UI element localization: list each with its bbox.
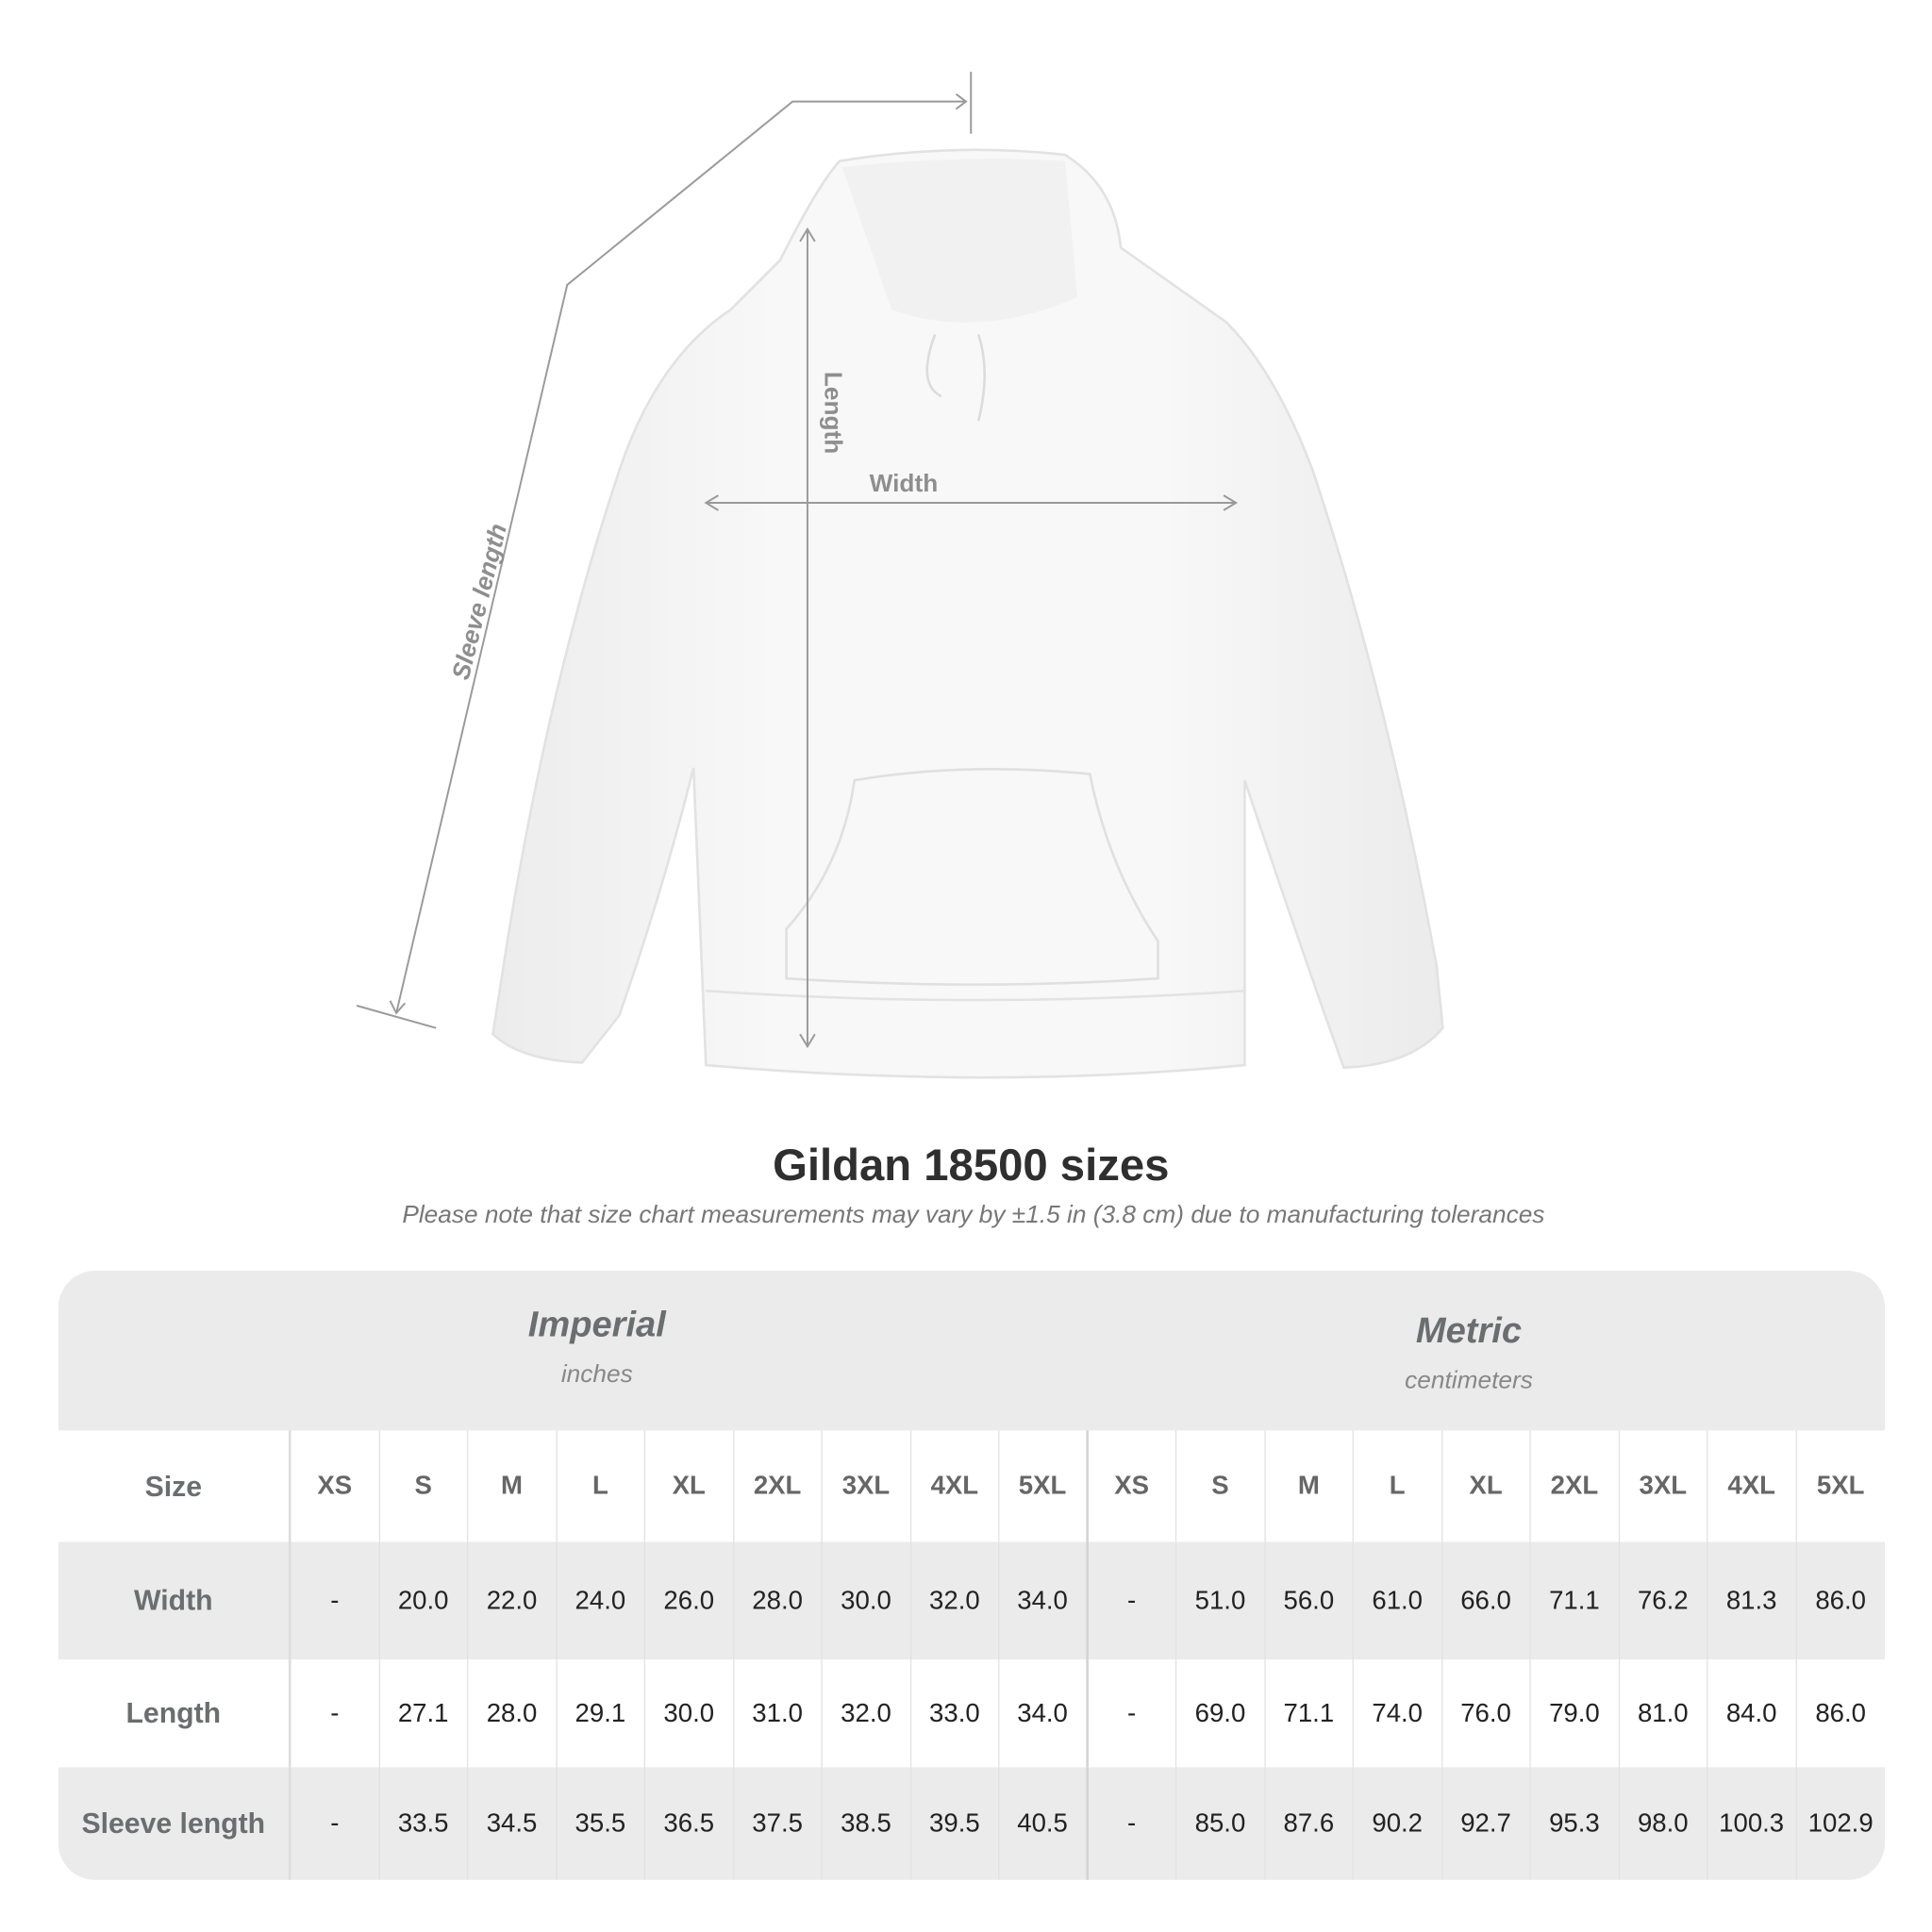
value-cell: 95.3 bbox=[1531, 1767, 1620, 1880]
hoodie-image bbox=[491, 148, 1444, 1079]
value-cell: - bbox=[291, 1659, 380, 1768]
size-cell: L bbox=[557, 1430, 645, 1542]
value-cell: 40.5 bbox=[999, 1767, 1089, 1880]
value-cell: 30.0 bbox=[823, 1541, 911, 1660]
value-cell: 71.1 bbox=[1265, 1659, 1354, 1768]
value-cell: - bbox=[1088, 1767, 1177, 1880]
size-cell: 5XL bbox=[999, 1430, 1089, 1542]
value-cell: 27.1 bbox=[379, 1659, 469, 1768]
value-cell: 38.5 bbox=[823, 1767, 911, 1880]
value-cell: 86.0 bbox=[1815, 1698, 1867, 1727]
size-cell: 2XL bbox=[1531, 1430, 1620, 1542]
value-cell: 87.6 bbox=[1265, 1767, 1354, 1880]
value-cell: 33.5 bbox=[379, 1767, 469, 1880]
measurement-lines bbox=[356, 72, 1239, 1049]
size-cell: 4XL bbox=[911, 1430, 1000, 1542]
size-table: Imperial inches Metric centimeters Size X… bbox=[58, 1270, 1886, 1880]
value-cell: - bbox=[1088, 1659, 1177, 1768]
imperial-unit: inches bbox=[560, 1360, 633, 1389]
size-cell: L bbox=[1354, 1430, 1442, 1542]
row-label: Size bbox=[58, 1430, 291, 1542]
value-cell: 102.9 bbox=[1807, 1808, 1874, 1838]
metric-header: Metric centimeters bbox=[1345, 1311, 1593, 1395]
length-label: Length bbox=[819, 372, 847, 454]
value-cell: 20.0 bbox=[379, 1541, 469, 1660]
value-cell: 90.2 bbox=[1354, 1767, 1442, 1880]
value-cell: 39.5 bbox=[911, 1767, 1000, 1880]
value-cell: - bbox=[1088, 1541, 1177, 1660]
row-label: Sleeve length bbox=[58, 1767, 291, 1880]
imperial-header: Imperial inches bbox=[473, 1306, 721, 1390]
page-title: Gildan 18500 sizes bbox=[773, 1139, 1170, 1191]
value-cell: 34.0 bbox=[999, 1541, 1089, 1660]
value-cell: 35.5 bbox=[557, 1767, 645, 1880]
row-label: Width bbox=[58, 1541, 291, 1660]
value-cell: 28.0 bbox=[468, 1659, 558, 1768]
value-cell: 30.0 bbox=[645, 1659, 734, 1768]
tolerance-note: Please note that size chart measurements… bbox=[402, 1201, 1545, 1229]
size-cell: XS bbox=[1088, 1430, 1177, 1542]
row-label: Length bbox=[58, 1659, 291, 1768]
width-label: Width bbox=[870, 469, 939, 497]
size-cell: 2XL bbox=[734, 1430, 823, 1542]
size-cell: M bbox=[468, 1430, 558, 1542]
value-cell: 66.0 bbox=[1442, 1541, 1531, 1660]
table-row: Length -27.1 28.0 29.1 30.0 31.0 32.0 33.0 34.0-… bbox=[58, 1659, 1885, 1768]
value-cell: 37.5 bbox=[734, 1767, 823, 1880]
metric-unit: centimeters bbox=[1405, 1367, 1533, 1395]
value-cell: 92.7 bbox=[1442, 1767, 1531, 1880]
value-cell: 33.0 bbox=[911, 1659, 1000, 1768]
value-cell: 71.1 bbox=[1531, 1541, 1620, 1660]
imperial-title: Imperial bbox=[527, 1305, 666, 1345]
value-cell: 79.0 bbox=[1531, 1659, 1620, 1768]
hoodie-diagram: Sleeve length Length Width bbox=[356, 72, 1444, 1079]
value-cell: 29.1 bbox=[557, 1659, 645, 1768]
value-cell: 74.0 bbox=[1354, 1659, 1442, 1768]
sleeve-length-label: Sleeve length bbox=[446, 521, 512, 682]
value-cell: 28.0 bbox=[734, 1541, 823, 1660]
value-cell: 34.5 bbox=[468, 1767, 558, 1880]
value-cell: 31.0 bbox=[734, 1659, 823, 1768]
size-cell: XL bbox=[645, 1430, 734, 1542]
table-row: Width -20.0 22.0 24.0 26.0 28.0 30.0 32.0 34.0-5… bbox=[58, 1541, 1886, 1660]
value-cell: 69.0 bbox=[1176, 1659, 1266, 1768]
size-cell: 4XL bbox=[1707, 1430, 1797, 1542]
value-cell: 51.0 bbox=[1176, 1541, 1266, 1660]
size-cell: 5XL bbox=[1816, 1471, 1865, 1500]
value-cell: 81.3 bbox=[1707, 1541, 1797, 1660]
value-cell: 61.0 bbox=[1354, 1541, 1442, 1660]
value-cell: 22.0 bbox=[468, 1541, 558, 1660]
unit-header bbox=[58, 1270, 1886, 1431]
value-cell: 85.0 bbox=[1176, 1767, 1266, 1880]
value-cell: 36.5 bbox=[645, 1767, 734, 1880]
size-cell: XL bbox=[1442, 1430, 1531, 1542]
size-cell: 3XL bbox=[1620, 1430, 1708, 1542]
value-cell: 34.0 bbox=[999, 1659, 1089, 1768]
value-cell: 98.0 bbox=[1620, 1767, 1708, 1880]
value-cell: 84.0 bbox=[1707, 1659, 1797, 1768]
value-cell: 81.0 bbox=[1620, 1659, 1708, 1768]
value-cell: 76.2 bbox=[1620, 1541, 1708, 1660]
metric-title: Metric bbox=[1415, 1311, 1523, 1352]
size-header-row: Size XS S M L XL 2XL 3XL 4XL 5XL XS S M L XL 2XL 3XL 4XL 5… bbox=[58, 1430, 1885, 1542]
size-cell: 3XL bbox=[823, 1430, 911, 1542]
value-cell: 24.0 bbox=[557, 1541, 645, 1660]
size-cell: S bbox=[379, 1430, 469, 1542]
size-cell: M bbox=[1265, 1430, 1354, 1542]
value-cell: - bbox=[291, 1767, 380, 1880]
value-cell: 86.0 bbox=[1815, 1586, 1867, 1615]
value-cell: 76.0 bbox=[1442, 1659, 1531, 1768]
size-cell: XS bbox=[291, 1430, 380, 1542]
value-cell: 100.3 bbox=[1707, 1767, 1797, 1880]
table-row: Sleeve length -33.5 34.5 35.5 36.5 37.5 38.5 39… bbox=[58, 1767, 1886, 1880]
value-cell: 56.0 bbox=[1265, 1541, 1354, 1660]
value-cell: 32.0 bbox=[823, 1659, 911, 1768]
value-cell: 26.0 bbox=[645, 1541, 734, 1660]
size-cell: S bbox=[1176, 1430, 1266, 1542]
value-cell: 32.0 bbox=[911, 1541, 1000, 1660]
value-cell: - bbox=[291, 1541, 380, 1660]
